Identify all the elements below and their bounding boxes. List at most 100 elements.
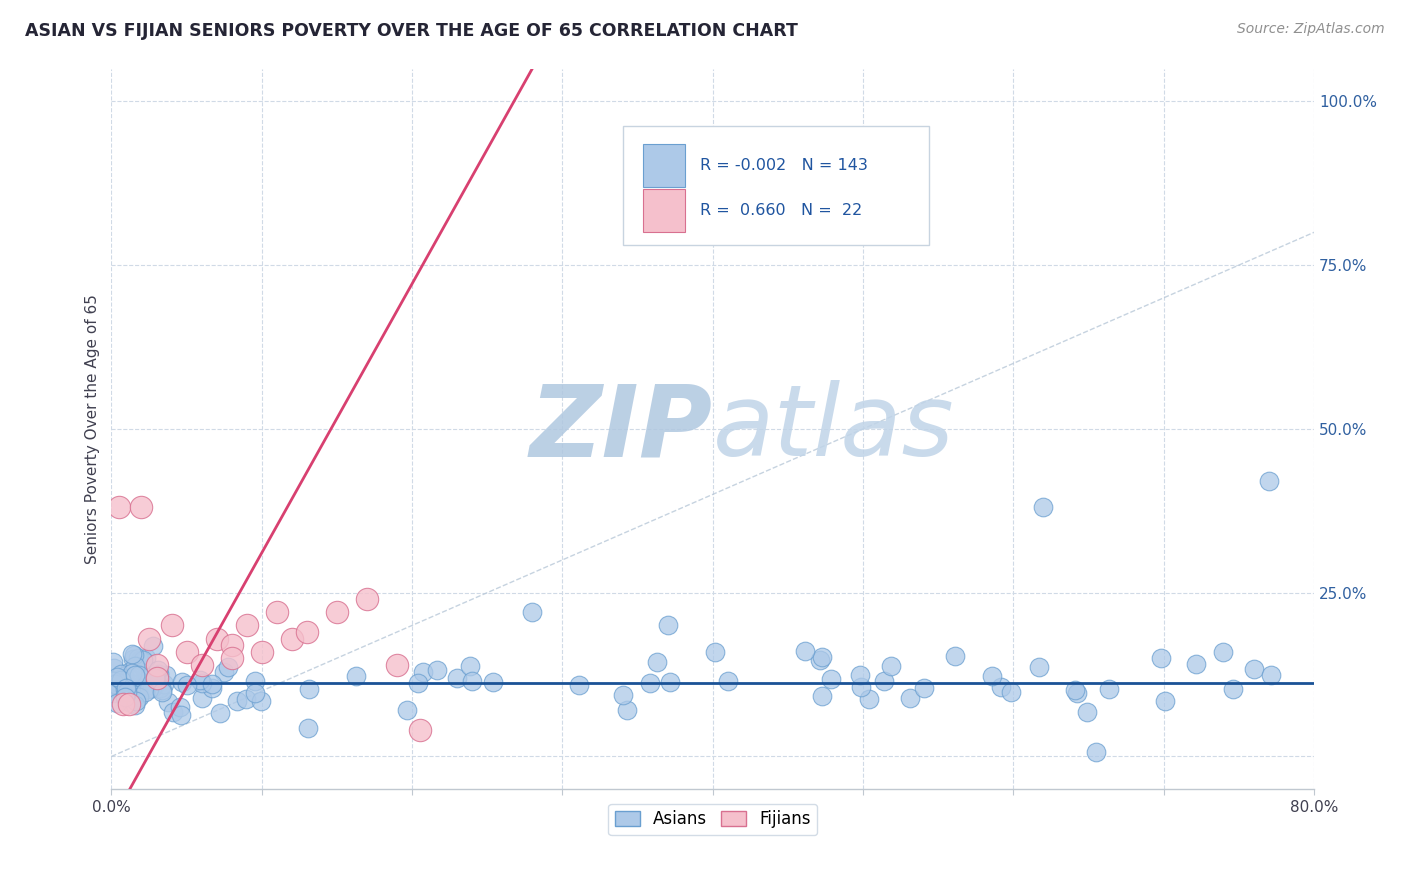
Point [461,674,484,689]
Point [143,672,166,686]
Point [522,605,544,619]
Point [217,660,239,674]
Point [112,669,135,683]
Point [110,679,132,693]
Point [638,675,661,690]
Point [717,674,740,689]
Point [1212,645,1234,659]
Point [112,671,135,685]
Point [148,666,170,681]
Point [118,665,141,680]
Point [162,705,184,719]
Point [122,648,145,662]
Point [128,687,150,701]
Point [190,676,212,690]
Point [616,703,638,717]
Point [134,684,156,698]
Point [212,665,235,679]
Point [226,694,249,708]
Point [880,658,903,673]
Point [118,697,141,711]
Point [567,678,589,692]
Point [146,663,169,677]
Point [124,668,146,682]
Point [1243,662,1265,676]
Point [155,668,177,682]
Point [138,682,160,697]
Point [703,644,725,658]
Point [114,685,136,699]
Point [243,674,266,689]
Point [205,632,228,646]
Point [1085,745,1108,759]
Point [127,651,149,665]
Point [1066,686,1088,700]
Point [1098,681,1121,696]
Point [142,639,165,653]
Point [114,690,136,704]
Point [385,657,408,672]
Point [811,689,834,703]
Point [169,708,191,723]
Point [118,671,141,685]
Point [1063,683,1085,698]
Point [105,677,128,691]
Point [115,684,138,698]
Point [125,670,148,684]
Point [143,679,166,693]
Text: atlas: atlas [713,380,955,477]
Point [1000,685,1022,699]
Point [482,675,505,690]
Point [149,681,172,695]
Point [326,605,349,619]
Point [235,692,257,706]
Point [103,686,125,700]
Point [135,651,157,665]
Point [121,687,143,701]
Point [811,649,834,664]
Point [849,668,872,682]
Point [138,632,160,646]
Point [103,680,125,694]
Point [114,688,136,702]
Point [250,645,273,659]
Point [221,651,243,665]
Point [396,703,419,717]
Point [108,500,131,515]
FancyBboxPatch shape [623,126,929,245]
Point [794,644,817,658]
Point [120,696,142,710]
Point [201,681,224,695]
Point [406,676,429,690]
Point [209,706,232,720]
Point [118,690,141,705]
Text: ASIAN VS FIJIAN SENIORS POVERTY OVER THE AGE OF 65 CORRELATION CHART: ASIAN VS FIJIAN SENIORS POVERTY OVER THE… [25,22,799,40]
Text: R =  0.660   N =  22: R = 0.660 N = 22 [700,202,862,218]
Point [190,673,212,687]
Point [657,618,679,632]
Point [122,686,145,700]
Point [1028,660,1050,674]
Point [105,670,128,684]
Text: ZIP: ZIP [530,380,713,477]
Point [221,638,243,652]
Point [145,657,167,672]
Point [243,686,266,700]
Point [1184,657,1206,672]
Point [150,683,173,698]
Text: Source: ZipAtlas.com: Source: ZipAtlas.com [1237,22,1385,37]
Point [873,674,896,689]
Point [150,685,173,699]
Point [101,673,124,688]
Point [125,683,148,698]
Point [117,683,139,698]
Point [108,681,131,696]
Point [124,658,146,673]
Point [190,691,212,706]
Point [125,694,148,708]
Point [943,648,966,663]
Point [1032,500,1054,515]
Point [612,688,634,702]
Point [1222,682,1244,697]
Point [121,648,143,662]
